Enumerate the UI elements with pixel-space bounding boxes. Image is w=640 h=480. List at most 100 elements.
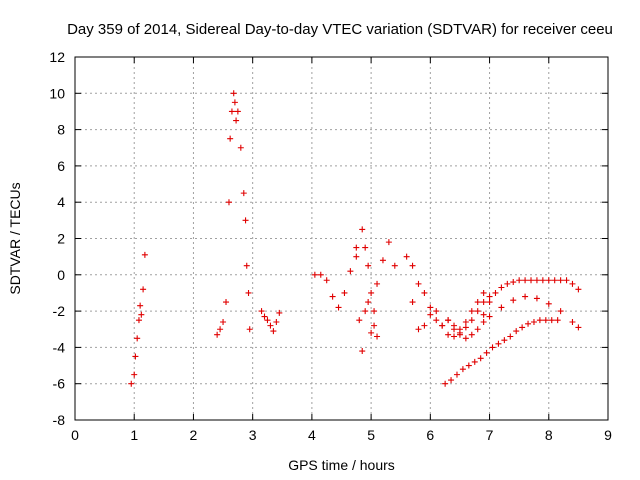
data-point [132, 353, 139, 360]
data-point [519, 324, 526, 331]
data-point [530, 318, 537, 325]
data-point [468, 308, 475, 315]
data-point [231, 99, 238, 106]
data-point [227, 135, 234, 142]
data-point [542, 317, 549, 324]
data-point [477, 355, 484, 362]
data-point [486, 299, 493, 306]
x-tick-label: 2 [190, 427, 198, 443]
y-tick-label: 4 [57, 194, 65, 210]
data-point [220, 318, 227, 325]
data-point [135, 317, 142, 324]
data-point [317, 271, 324, 278]
data-point [379, 257, 386, 264]
data-point [462, 324, 469, 331]
x-axis-label: GPS time / hours [288, 457, 395, 473]
data-point [480, 311, 487, 318]
data-point [415, 280, 422, 287]
data-point [234, 108, 241, 115]
series-arc-10 [442, 317, 561, 387]
data-point [391, 262, 398, 269]
data-point [513, 328, 520, 335]
data-point [353, 253, 360, 260]
y-tick-label: 12 [49, 49, 65, 65]
data-point [214, 331, 221, 338]
data-point [240, 190, 247, 197]
data-point [468, 331, 475, 338]
data-point [421, 322, 428, 329]
data-point [468, 317, 475, 324]
x-tick-label: 1 [130, 427, 138, 443]
y-tick-label: 0 [57, 267, 65, 283]
data-point [237, 144, 244, 151]
data-point [445, 317, 452, 324]
data-point [374, 280, 381, 287]
data-point [311, 271, 318, 278]
data-point [545, 277, 552, 284]
data-point [409, 262, 416, 269]
data-point [489, 344, 496, 351]
data-point [459, 366, 466, 373]
data-point [456, 326, 463, 333]
data-point [427, 311, 434, 318]
data-point [276, 309, 283, 316]
data-point [569, 318, 576, 325]
x-tick-label: 6 [426, 427, 434, 443]
series-arc-1 [128, 251, 148, 387]
data-point [371, 322, 378, 329]
data-point [329, 293, 336, 300]
data-point [365, 262, 372, 269]
data-point [359, 226, 366, 233]
data-point [409, 299, 416, 306]
y-tick-label: -2 [53, 303, 66, 319]
data-point [362, 244, 369, 251]
x-tick-label: 7 [486, 427, 494, 443]
y-tick-label: -4 [53, 339, 66, 355]
data-point [516, 277, 523, 284]
data-point [415, 326, 422, 333]
data-point [486, 313, 493, 320]
data-point [507, 333, 514, 340]
data-point [264, 317, 271, 324]
data-point [427, 304, 434, 311]
data-point [533, 295, 540, 302]
ticks [74, 56, 609, 421]
data-point [545, 300, 552, 307]
data-point [137, 302, 144, 309]
data-point [551, 277, 558, 284]
data-point [510, 297, 517, 304]
chart-title: Day 359 of 2014, Sidereal Day-to-day VTE… [67, 21, 613, 38]
data-point [267, 322, 274, 329]
data-point [138, 311, 145, 318]
x-tick-label: 3 [249, 427, 257, 443]
y-axis-label: SDTVAR / TECUs [7, 182, 23, 294]
data-point [128, 380, 135, 387]
data-point [374, 333, 381, 340]
data-point [501, 337, 508, 344]
data-point [569, 280, 576, 287]
data-point [445, 331, 452, 338]
data-point [471, 358, 478, 365]
x-tick-label: 4 [308, 427, 316, 443]
data-point [385, 239, 392, 246]
data-point [525, 320, 532, 327]
data-point [230, 90, 237, 97]
data-point [557, 277, 564, 284]
data-point [456, 331, 463, 338]
data-point [347, 268, 354, 275]
y-tick-label: -6 [53, 376, 66, 392]
data-point [462, 318, 469, 325]
data-point [442, 380, 449, 387]
data-point [356, 317, 363, 324]
data-point [433, 317, 440, 324]
data-point [217, 326, 224, 333]
data-point [554, 317, 561, 324]
data-point [480, 299, 487, 306]
x-tick-label: 0 [71, 427, 79, 443]
x-tick-label: 8 [545, 427, 553, 443]
y-tick-label: 10 [49, 85, 65, 101]
data-point [270, 328, 277, 335]
